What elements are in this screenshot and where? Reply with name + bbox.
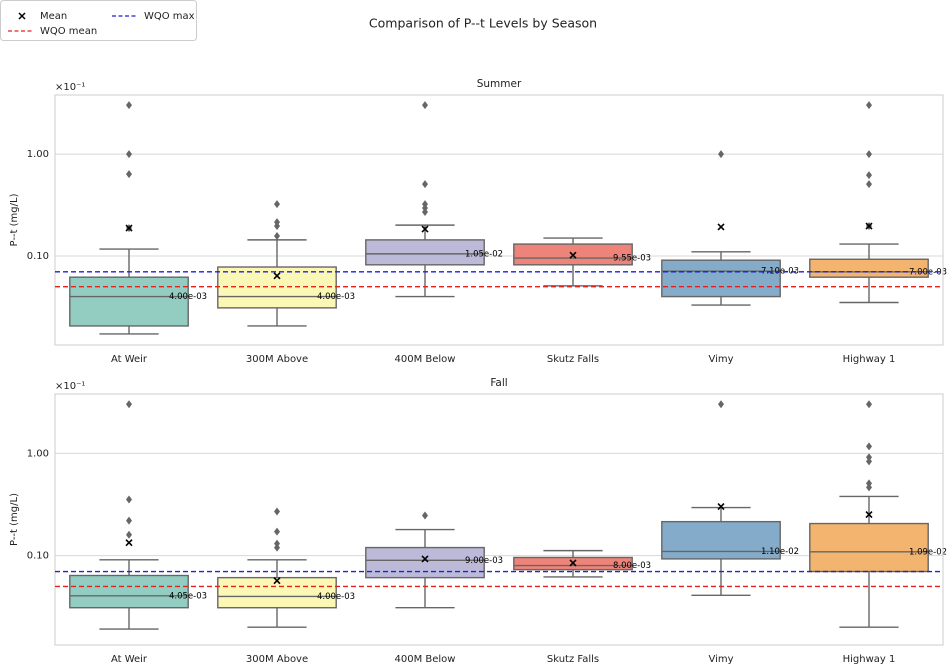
outlier [126, 150, 132, 159]
x-tick-label: 400M Below [395, 654, 456, 665]
median-label: 1.10e-02 [761, 547, 799, 557]
box [661, 520, 781, 560]
panel-title: Summer [477, 78, 522, 90]
x-tick-label: Skutz Falls [547, 654, 599, 665]
outlier [866, 457, 872, 466]
mean-marker [569, 559, 577, 567]
box [217, 266, 337, 309]
x-tick-label: At Weir [111, 654, 148, 665]
x-tick-label: Skutz Falls [547, 354, 599, 365]
y-offset-label: ×10⁻¹ [55, 82, 85, 93]
mean-marker [125, 224, 133, 232]
median-label: 4.00e-03 [169, 292, 207, 302]
outlier [866, 442, 872, 451]
y-axis-label: P--t (mg/L) [9, 493, 20, 546]
outlier [274, 218, 280, 227]
median-label: 7.10e-03 [761, 267, 799, 277]
median-label: 1.05e-02 [465, 249, 503, 259]
legend-marker [18, 12, 26, 20]
median-label: 8.00e-03 [613, 561, 651, 571]
outlier [718, 150, 724, 159]
x-tick-label: 400M Below [395, 354, 456, 365]
outlier [422, 511, 428, 520]
box [365, 546, 485, 579]
outlier [866, 150, 872, 159]
box [217, 576, 337, 609]
median-label: 9.00e-03 [465, 556, 503, 566]
mean-marker [717, 223, 725, 231]
outlier [126, 530, 132, 539]
outlier [274, 539, 280, 548]
box [69, 574, 189, 609]
plot-area: 4.00e-03 4.00e-03 1.05e-02 9.55e-03 7.10e-03… [55, 101, 947, 335]
legend-box [0, 0, 197, 41]
box [809, 522, 929, 573]
outlier [866, 453, 872, 462]
legend-label: WQO max [144, 11, 195, 22]
outlier [866, 180, 872, 189]
outlier [126, 400, 132, 409]
x-tick-label: At Weir [111, 354, 148, 365]
outlier [866, 171, 872, 180]
outlier [274, 507, 280, 516]
y-tick-label: 1.00 [27, 448, 49, 459]
outlier [866, 483, 872, 492]
mean-marker [717, 502, 725, 511]
mean-marker [125, 539, 133, 547]
panel-title: Fall [490, 377, 507, 389]
x-tick-label: 300M Above [246, 654, 308, 665]
x-tick-label: Vimy [708, 354, 733, 365]
legend-label: Mean [40, 11, 67, 22]
y-axis-label: P--t (mg/L) [9, 193, 20, 246]
y-tick-label: 0.10 [27, 251, 49, 262]
mean-marker [421, 555, 429, 563]
x-tick-label: 300M Above [246, 354, 308, 365]
y-tick-label: 1.00 [27, 149, 49, 160]
outlier [422, 101, 428, 110]
median-label: 4.00e-03 [317, 292, 355, 302]
mean-marker [865, 511, 873, 519]
median-label: 9.55e-03 [613, 254, 651, 264]
outlier [422, 200, 428, 209]
mean-marker [421, 225, 429, 233]
median-label: 1.09e-02 [909, 547, 947, 557]
outlier [718, 400, 724, 409]
outlier [126, 101, 132, 110]
outlier [866, 479, 872, 488]
mean-marker [273, 577, 281, 585]
outlier [422, 180, 428, 189]
outlier [422, 208, 428, 217]
x-tick-label: Highway 1 [843, 354, 896, 365]
box [365, 239, 485, 266]
outlier [126, 516, 132, 525]
outlier [866, 101, 872, 110]
mean-marker [865, 222, 873, 230]
box [809, 258, 929, 278]
outlier [274, 527, 280, 536]
y-tick-label: 0.10 [27, 551, 49, 562]
legend-label: WQO mean [40, 26, 97, 37]
outlier [274, 232, 280, 241]
outlier [866, 400, 872, 409]
outlier [126, 495, 132, 504]
mean-marker [569, 251, 577, 259]
box [69, 276, 189, 327]
plot-area: 4.05e-03 4.00e-03 9.00e-03 8.00e-03 1.10e-02… [55, 400, 947, 630]
x-tick-label: Highway 1 [843, 654, 896, 665]
plot-frame [54, 94, 944, 346]
outlier [274, 200, 280, 209]
box [661, 259, 781, 298]
y-offset-label: ×10⁻¹ [55, 381, 85, 392]
outlier [126, 170, 132, 179]
median-label: 4.05e-03 [169, 591, 207, 601]
median-label: 4.00e-03 [317, 592, 355, 602]
mean-marker [273, 272, 281, 280]
x-tick-label: Vimy [708, 654, 733, 665]
figure-title: Comparison of P--t Levels by Season [369, 16, 597, 31]
plot-frame [54, 393, 944, 646]
